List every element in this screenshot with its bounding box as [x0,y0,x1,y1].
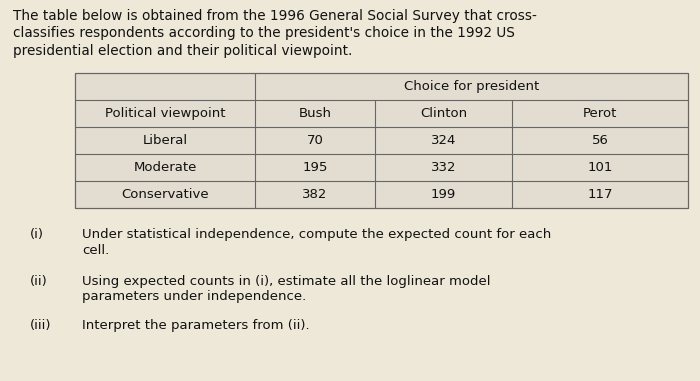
Text: classifies respondents according to the president's choice in the 1992 US: classifies respondents according to the … [13,27,515,40]
Text: Political viewpoint: Political viewpoint [105,107,225,120]
Text: (iii): (iii) [30,319,52,332]
Text: Under statistical independence, compute the expected count for each: Under statistical independence, compute … [82,228,552,241]
Text: cell.: cell. [82,243,109,256]
Text: 332: 332 [430,161,456,174]
Text: parameters under independence.: parameters under independence. [82,290,307,303]
Text: 199: 199 [431,188,456,201]
Text: Liberal: Liberal [142,134,188,147]
Text: The table below is obtained from the 1996 General Social Survey that cross-: The table below is obtained from the 199… [13,9,537,23]
Text: Clinton: Clinton [420,107,467,120]
Text: Conservative: Conservative [121,188,209,201]
Text: presidential election and their political viewpoint.: presidential election and their politica… [13,44,352,58]
Text: Perot: Perot [583,107,617,120]
Text: 70: 70 [307,134,323,147]
Text: Using expected counts in (i), estimate all the loglinear model: Using expected counts in (i), estimate a… [82,274,491,288]
Text: 117: 117 [587,188,612,201]
Text: Choice for president: Choice for president [404,80,539,93]
Text: 56: 56 [592,134,608,147]
Text: (ii): (ii) [30,274,48,288]
Text: Bush: Bush [298,107,332,120]
Text: 101: 101 [587,161,612,174]
Text: 382: 382 [302,188,328,201]
Text: 195: 195 [302,161,328,174]
Text: Interpret the parameters from (ii).: Interpret the parameters from (ii). [82,319,309,332]
Bar [75,73,688,208]
Text: 324: 324 [430,134,456,147]
Text: (i): (i) [30,228,44,241]
Text: Moderate: Moderate [133,161,197,174]
